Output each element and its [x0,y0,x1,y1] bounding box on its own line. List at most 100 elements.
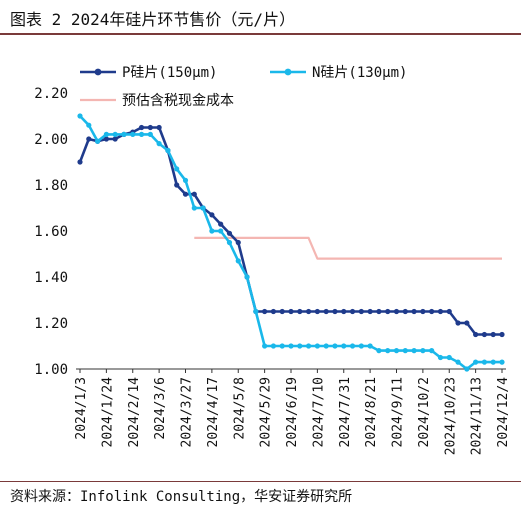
data-point [385,348,391,354]
data-point [332,343,338,349]
x-tick-label: 2024/5/8 [232,377,247,440]
data-point [288,343,294,349]
data-point [174,182,180,188]
data-point [473,359,479,365]
data-point [429,308,435,315]
x-tick-label: 2024/11/13 [470,377,485,455]
data-point [499,331,505,338]
y-tick-label: 1.00 [34,362,68,378]
bottom-rule [0,481,521,482]
data-point [191,205,197,211]
data-point [367,308,373,315]
data-point [174,166,180,172]
legend-marker [284,68,292,76]
data-point [349,343,356,349]
data-point [323,308,329,315]
data-point [156,124,162,131]
data-point [314,343,320,349]
chart-legend: P硅片(150μm) N硅片(130μm) 预估含税现金成本 [80,65,407,109]
data-point [297,308,303,315]
line-chart: 1.00 1.20 1.40 1.60 1.80 2.00 2.20 2024/1/3 2024… [34,65,511,455]
data-point [349,308,356,315]
data-point [147,124,153,131]
x-tick-label: 2024/8/21 [364,377,379,447]
data-point [499,359,505,365]
data-point [358,308,364,315]
chart-axes: 1.00 1.20 1.40 1.60 1.80 2.00 2.20 2024/1/3 2024… [34,86,511,455]
data-point [446,354,452,361]
series-line-1 [79,115,502,371]
data-point [420,308,426,315]
data-point [235,239,241,246]
data-point [411,308,417,315]
data-point [77,159,83,165]
figure-title: 图表 2 2024年硅片环节售价（元/片） [10,10,296,29]
series-line-2 [194,236,502,260]
data-point [156,141,162,147]
data-point [138,124,145,131]
data-point [323,343,329,349]
data-point [112,131,118,137]
data-point [138,131,145,137]
data-point [305,343,312,349]
data-point [490,359,496,365]
legend-label: 预估含税现金成本 [122,93,234,109]
x-tick-label: 2024/5/29 [259,377,274,447]
data-point [341,343,347,349]
data-point [455,320,461,326]
data-point [165,147,171,154]
x-tick-label: 2024/7/31 [338,377,353,447]
data-point [244,274,250,280]
data-point [464,366,470,372]
data-point [464,320,470,326]
data-point [270,308,277,315]
data-point [455,359,461,365]
data-point [393,348,400,354]
x-tick-label: 2024/6/19 [285,377,300,447]
data-point [402,348,408,354]
data-point [305,308,312,315]
data-point [253,308,259,315]
data-point [437,354,444,361]
x-tick-label: 2024/3/6 [153,377,168,440]
data-point [182,191,189,197]
data-point [437,308,444,315]
data-point [200,205,206,211]
data-point [270,343,277,349]
data-point [385,308,391,315]
data-point [218,228,224,234]
x-tick-label: 2024/9/11 [391,377,406,447]
data-point [341,308,347,315]
data-point [103,136,109,142]
data-point [446,308,452,315]
x-tick-label: 2024/4/17 [206,377,221,447]
y-tick-label: 1.20 [34,316,68,332]
series-line-0 [78,126,502,336]
data-point [420,348,426,354]
data-point [182,177,189,183]
y-tick-label: 2.20 [34,86,68,102]
data-point [279,343,285,349]
y-tick-label: 1.60 [34,224,68,240]
data-point [490,331,496,338]
data-point [112,136,118,142]
x-tick-label: 2024/10/2 [417,377,432,447]
data-point [314,308,320,315]
data-point [121,131,127,137]
data-point [226,230,233,236]
data-point [279,308,285,315]
data-point [86,122,92,128]
x-tick-label: 2024/12/4 [496,377,511,448]
data-point [332,308,338,315]
data-point [191,191,197,197]
data-point [411,348,417,354]
y-tick-label: 1.40 [34,270,68,286]
data-point [77,113,83,119]
data-point [209,228,215,234]
legend-label: P硅片(150μm) [122,65,217,81]
x-tick-label: 2024/2/14 [127,377,142,448]
data-point [376,348,382,354]
data-point [262,343,268,349]
data-point [288,308,294,315]
data-point [226,239,233,246]
